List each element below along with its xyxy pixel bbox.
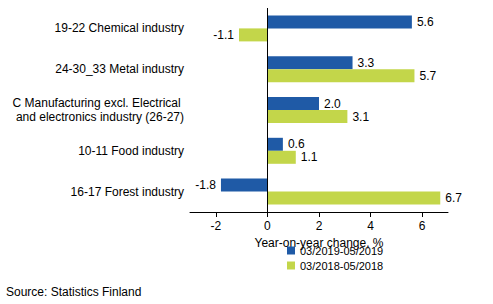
svg-text:0: 0	[264, 219, 271, 233]
svg-text:-2: -2	[210, 219, 221, 233]
svg-text:19-22 Chemical industry: 19-22 Chemical industry	[55, 21, 184, 35]
svg-text:0.6: 0.6	[288, 137, 305, 151]
svg-text:-1.1: -1.1	[213, 28, 234, 42]
svg-text:6: 6	[419, 219, 426, 233]
svg-text:2: 2	[316, 219, 323, 233]
svg-text:1.1: 1.1	[301, 150, 318, 164]
svg-text:03/2019-05/2019: 03/2019-05/2019	[300, 245, 383, 257]
svg-text:Source: Statistics Finland: Source: Statistics Finland	[6, 285, 141, 299]
svg-text:5.7: 5.7	[419, 69, 436, 83]
svg-text:3.3: 3.3	[358, 56, 375, 70]
svg-text:Year-on-year change, %: Year-on-year change, %	[254, 235, 384, 250]
svg-text:03/2018-05/2018: 03/2018-05/2018	[300, 260, 383, 272]
svg-text:4: 4	[367, 219, 374, 233]
svg-text:C Manufacturing excl. Electric: C Manufacturing excl. Electrical	[13, 96, 184, 110]
svg-text:3.1: 3.1	[352, 110, 369, 124]
svg-text:24-30_33 Metal industry: 24-30_33 Metal industry	[55, 62, 184, 76]
svg-text:and electronics industry (26-2: and electronics industry (26-27)	[16, 110, 184, 124]
svg-text:2.0: 2.0	[324, 97, 341, 111]
svg-text:10-11 Food industry: 10-11 Food industry	[78, 144, 184, 158]
svg-text:5.6: 5.6	[417, 15, 434, 29]
svg-text:-1.8: -1.8	[195, 178, 216, 192]
svg-text:6.7: 6.7	[445, 191, 462, 205]
svg-text:16-17 Forest industry: 16-17 Forest industry	[71, 185, 184, 199]
